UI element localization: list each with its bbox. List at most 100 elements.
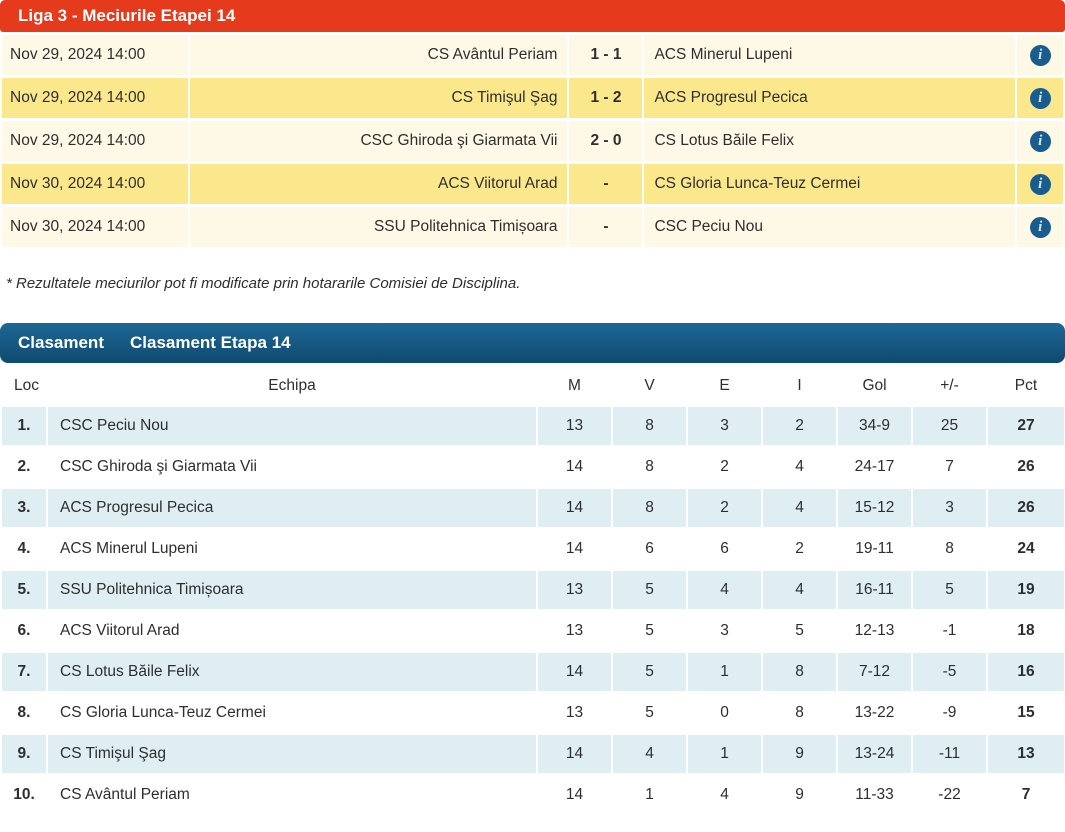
- goal-difference: -11: [913, 735, 986, 773]
- draws: 4: [688, 776, 761, 814]
- standings-row: 4. ACS Minerul Lupeni 14 6 6 2 19-11 8 2…: [2, 530, 1064, 568]
- matches-played: 14: [538, 530, 611, 568]
- losses: 9: [763, 776, 836, 814]
- info-icon[interactable]: i: [1029, 87, 1051, 109]
- wins: 5: [613, 694, 686, 732]
- tab-clasament[interactable]: Clasament: [18, 333, 104, 352]
- standings-row: 1. CSC Peciu Nou 13 8 3 2 34-9 25 27: [2, 407, 1064, 445]
- losses: 2: [763, 530, 836, 568]
- standings-row: 7. CS Lotus Băile Felix 14 5 1 8 7-12 -5…: [2, 653, 1064, 691]
- points: 15: [988, 694, 1064, 732]
- goals: 15-12: [838, 489, 911, 527]
- points: 16: [988, 653, 1064, 691]
- draws: 6: [688, 530, 761, 568]
- goals: 11-33: [838, 776, 911, 814]
- away-team: CS Lotus Băile Felix: [644, 121, 1016, 161]
- goals: 19-11: [838, 530, 911, 568]
- info-icon[interactable]: i: [1029, 173, 1051, 195]
- losses: 4: [763, 489, 836, 527]
- standings-row: 10. CS Avântul Periam 14 1 4 9 11-33 -22…: [2, 776, 1064, 814]
- goals: 7-12: [838, 653, 911, 691]
- col-header-pct: Pct: [988, 367, 1064, 404]
- goals: 12-13: [838, 612, 911, 650]
- match-info-cell: i: [1017, 207, 1063, 247]
- points: 26: [988, 489, 1064, 527]
- goal-difference: 25: [913, 407, 986, 445]
- standings-table: Loc Echipa M V E I Gol +/- Pct 1. CSC Pe…: [0, 364, 1065, 817]
- rank: 8.: [2, 694, 46, 732]
- info-icon[interactable]: i: [1029, 44, 1051, 66]
- losses: 9: [763, 735, 836, 773]
- standings-row: 5. SSU Politehnica Timișoara 13 5 4 4 16…: [2, 571, 1064, 609]
- wins: 8: [613, 448, 686, 486]
- fixtures-table: Nov 29, 2024 14:00 CS Avântul Periam 1 -…: [0, 32, 1065, 250]
- goals: 13-24: [838, 735, 911, 773]
- points: 19: [988, 571, 1064, 609]
- fixtures-title: Liga 3 - Meciurile Etapei 14: [18, 6, 236, 25]
- away-team: ACS Minerul Lupeni: [644, 35, 1016, 75]
- team-name: CS Lotus Băile Felix: [48, 653, 536, 691]
- info-icon[interactable]: i: [1029, 216, 1051, 238]
- standings-title: Clasament Etapa 14: [129, 333, 291, 352]
- losses: 5: [763, 612, 836, 650]
- rank: 2.: [2, 448, 46, 486]
- losses: 2: [763, 407, 836, 445]
- matches-played: 13: [538, 571, 611, 609]
- rank: 5.: [2, 571, 46, 609]
- rank: 7.: [2, 653, 46, 691]
- matches-played: 13: [538, 694, 611, 732]
- match-score: 2 - 0: [569, 121, 643, 161]
- draws: 1: [688, 653, 761, 691]
- match-info-cell: i: [1017, 121, 1063, 161]
- fixtures-footnote: * Rezultatele meciurilor pot fi modifica…: [6, 275, 521, 292]
- match-date: Nov 29, 2024 14:00: [2, 35, 189, 75]
- losses: 4: [763, 571, 836, 609]
- points: 13: [988, 735, 1064, 773]
- goal-difference: 3: [913, 489, 986, 527]
- fixture-row: Nov 29, 2024 14:00 CSC Ghiroda şi Giarma…: [2, 121, 1063, 161]
- wins: 8: [613, 489, 686, 527]
- goal-difference: -22: [913, 776, 986, 814]
- info-icon[interactable]: i: [1029, 130, 1051, 152]
- fixtures-header: Liga 3 - Meciurile Etapei 14: [0, 0, 1065, 32]
- wins: 5: [613, 612, 686, 650]
- away-team: ACS Progresul Pecica: [644, 78, 1016, 118]
- wins: 4: [613, 735, 686, 773]
- goals: 13-22: [838, 694, 911, 732]
- away-team: CSC Peciu Nou: [644, 207, 1016, 247]
- match-score: -: [569, 207, 643, 247]
- goal-difference: -9: [913, 694, 986, 732]
- wins: 5: [613, 571, 686, 609]
- match-score: 1 - 2: [569, 78, 643, 118]
- losses: 4: [763, 448, 836, 486]
- fixture-row: Nov 29, 2024 14:00 CS Timişul Şag 1 - 2 …: [2, 78, 1063, 118]
- match-date: Nov 29, 2024 14:00: [2, 78, 189, 118]
- draws: 2: [688, 448, 761, 486]
- losses: 8: [763, 653, 836, 691]
- team-name: CS Gloria Lunca-Teuz Cermei: [48, 694, 536, 732]
- goal-difference: -5: [913, 653, 986, 691]
- matches-played: 14: [538, 735, 611, 773]
- goal-difference: -1: [913, 612, 986, 650]
- col-header-gol: Gol: [838, 367, 911, 404]
- team-name: ACS Minerul Lupeni: [48, 530, 536, 568]
- goals: 34-9: [838, 407, 911, 445]
- home-team: CSC Ghiroda şi Giarmata Vii: [190, 121, 568, 161]
- team-name: CSC Peciu Nou: [48, 407, 536, 445]
- match-score: -: [569, 164, 643, 204]
- draws: 3: [688, 612, 761, 650]
- fixture-row: Nov 30, 2024 14:00 SSU Politehnica Timiș…: [2, 207, 1063, 247]
- standings-row: 3. ACS Progresul Pecica 14 8 2 4 15-12 3…: [2, 489, 1064, 527]
- draws: 1: [688, 735, 761, 773]
- team-name: CS Timişul Şag: [48, 735, 536, 773]
- wins: 8: [613, 407, 686, 445]
- match-score: 1 - 1: [569, 35, 643, 75]
- team-name: CS Avântul Periam: [48, 776, 536, 814]
- wins: 1: [613, 776, 686, 814]
- col-header-diff: +/-: [913, 367, 986, 404]
- away-team: CS Gloria Lunca-Teuz Cermei: [644, 164, 1016, 204]
- home-team: SSU Politehnica Timișoara: [190, 207, 568, 247]
- fixture-row: Nov 30, 2024 14:00 ACS Viitorul Arad - C…: [2, 164, 1063, 204]
- goals: 16-11: [838, 571, 911, 609]
- points: 27: [988, 407, 1064, 445]
